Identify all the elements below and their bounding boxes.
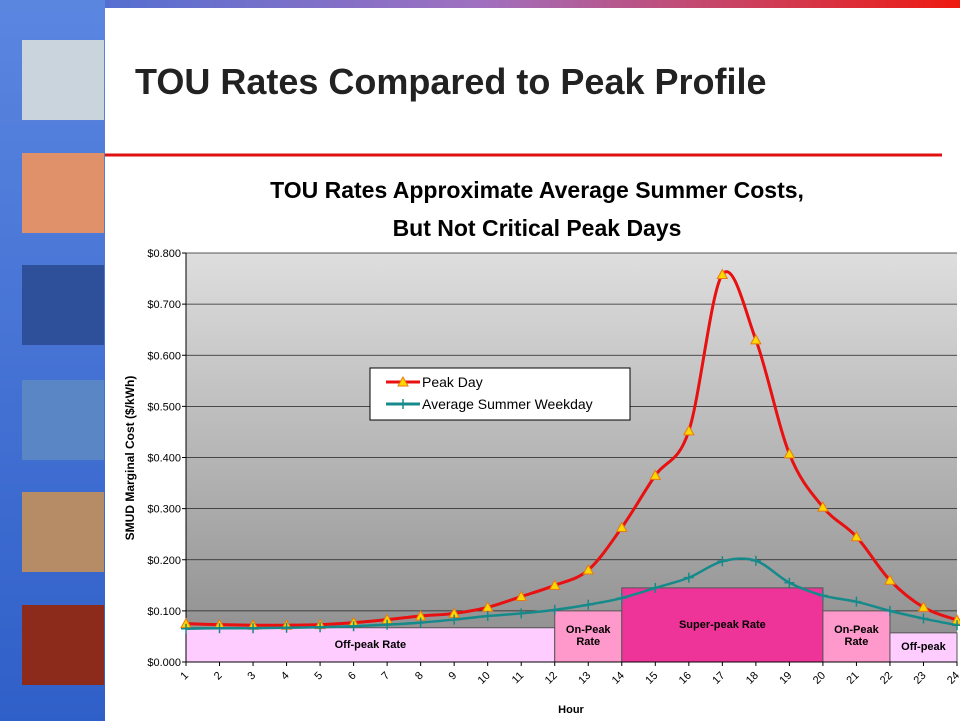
y-tick-label: $0.300 <box>147 504 181 516</box>
y-axis-label: SMUD Marginal Cost ($/kWh) <box>123 376 137 541</box>
rate-label: On-Peak Rate <box>555 611 622 662</box>
photo <box>22 492 104 572</box>
photo <box>22 265 104 345</box>
chart-title: But Not Critical Peak Days <box>393 215 682 241</box>
y-tick-label: $0.500 <box>147 401 181 413</box>
photo <box>22 380 104 460</box>
rate-label: Super-peak Rate <box>622 588 823 662</box>
rate-label-box: Off-peak <box>890 633 957 662</box>
top-band <box>0 0 960 8</box>
rate-label-box: On-Peak Rate <box>823 611 890 662</box>
y-tick-label: $0.800 <box>147 248 181 260</box>
x-axis-label: Hour <box>558 704 584 716</box>
slide: TOU Rates Compared to Peak Profile TOU R… <box>0 0 960 721</box>
rate-label-box: Off-peak Rate <box>186 628 555 662</box>
legend-label: Peak Day <box>422 374 483 390</box>
photo <box>22 40 104 120</box>
rate-label: Off-peak Rate <box>186 628 555 662</box>
photo <box>22 605 104 685</box>
y-tick-label: $0.100 <box>147 606 181 618</box>
y-tick-label: $0.400 <box>147 453 181 465</box>
y-tick-label: $0.000 <box>147 657 181 669</box>
y-tick-label: $0.700 <box>147 299 181 311</box>
page: {"slide_title": "TOU Rates Compared to P… <box>0 0 960 721</box>
photo <box>22 153 104 233</box>
legend-box <box>370 368 630 420</box>
slide-title: TOU Rates Compared to Peak Profile <box>135 61 767 102</box>
legend-label: Average Summer Weekday <box>422 396 593 412</box>
rate-label-box: On-Peak Rate <box>555 611 622 662</box>
rate-label: Off-peak <box>890 633 957 662</box>
y-tick-label: $0.600 <box>147 350 181 362</box>
chart-title: TOU Rates Approximate Average Summer Cos… <box>270 177 804 203</box>
y-tick-label: $0.200 <box>147 555 181 567</box>
rate-label: On-Peak Rate <box>823 611 890 662</box>
rate-label-box: Super-peak Rate <box>622 588 823 662</box>
